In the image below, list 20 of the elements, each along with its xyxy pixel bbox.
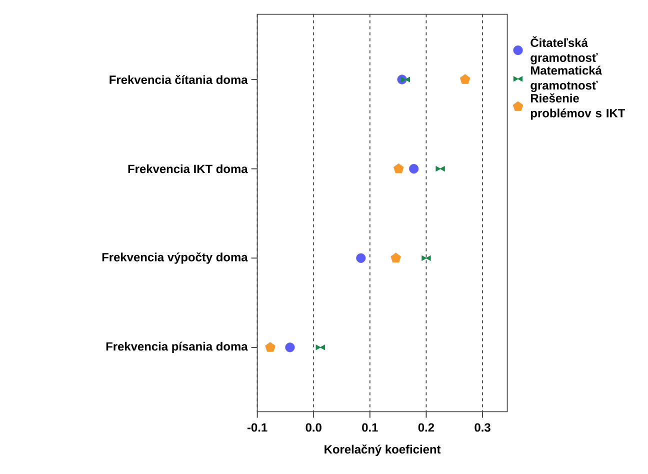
y-tick-label: Frekvencia písania doma	[106, 342, 248, 354]
x-axis-title: Korelačný koeficient	[324, 444, 441, 456]
y-tick-label: Frekvencia IKT doma	[128, 164, 248, 174]
x-tick-label: 0.2	[418, 423, 434, 432]
legend-label: Riešenie problémov s IKT	[530, 93, 626, 120]
legend-label: Matematická gramotnosť	[530, 66, 602, 92]
point	[409, 164, 419, 174]
y-tick-label: Frekvencia výpočty doma	[102, 252, 248, 264]
x-tick-label: 0.0	[306, 423, 322, 432]
x-tick-label: -0.1	[247, 423, 268, 432]
y-tick-label: Frekvencia čítania doma	[110, 74, 248, 84]
point	[265, 342, 276, 352]
point	[390, 252, 401, 262]
point	[393, 163, 404, 174]
x-tick-label: 0.1	[362, 423, 378, 432]
point	[285, 342, 295, 352]
point	[356, 253, 366, 263]
x-tick-label: 0.3	[474, 423, 490, 432]
legend-label: Čitateľská gramotnosť	[530, 36, 598, 64]
point	[460, 74, 470, 84]
